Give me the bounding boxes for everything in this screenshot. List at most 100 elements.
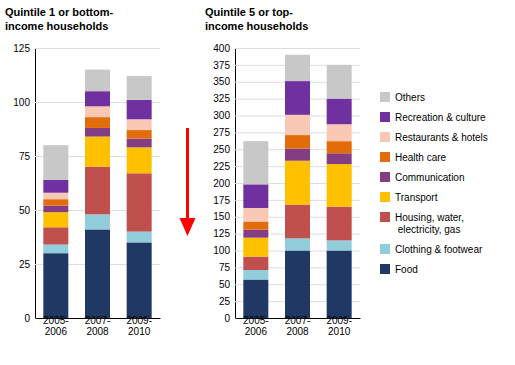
bar xyxy=(127,100,152,119)
y-axis-line xyxy=(35,49,36,319)
y-tick-label: 225 xyxy=(213,161,230,172)
text-line: 2005- xyxy=(243,315,269,326)
text-line: 2010 xyxy=(328,326,351,337)
text-line: 2006 xyxy=(245,326,268,337)
y-tick-label: 150 xyxy=(213,211,230,222)
y-tick-label: 200 xyxy=(213,178,230,189)
legend-entry: Transport xyxy=(380,192,438,203)
bar xyxy=(285,55,310,81)
grid-line xyxy=(235,48,360,49)
x-tick: 2007-2008 xyxy=(85,315,111,337)
y-tick-label: 25 xyxy=(219,296,231,307)
y-tick-label: 275 xyxy=(213,127,230,138)
y-tick-label: 0 xyxy=(24,313,30,324)
text-line: 2010 xyxy=(128,326,151,337)
legend-label: Recreation & culture xyxy=(395,112,486,123)
bar xyxy=(285,149,310,161)
bar xyxy=(85,117,110,128)
y-tick-label: 75 xyxy=(219,262,231,273)
bar xyxy=(127,139,152,148)
text-line: 2008 xyxy=(286,326,309,337)
bar xyxy=(285,135,310,149)
legend-label: Transport xyxy=(395,192,438,203)
legend-label: Communication xyxy=(395,172,464,183)
legend-label: Housing, water, electricity, gas xyxy=(395,212,464,235)
bar xyxy=(127,119,152,130)
legend-label: Health care xyxy=(395,152,447,163)
x-tick-label: 2009-2010 xyxy=(326,315,352,337)
x-tick-label: 2007-2008 xyxy=(85,315,111,337)
bar xyxy=(243,270,268,279)
legend-swatch xyxy=(380,132,390,142)
bar xyxy=(327,240,352,250)
bar xyxy=(85,91,110,106)
text-line: income households xyxy=(205,20,308,32)
y-axis: 0255075100125 xyxy=(13,43,160,324)
y-tick-label: 25 xyxy=(19,259,31,270)
text-line: 2006 xyxy=(45,326,68,337)
series xyxy=(243,135,351,230)
text-line: Recreation & culture xyxy=(395,112,486,123)
bars xyxy=(43,70,151,318)
series xyxy=(243,238,351,279)
bar xyxy=(43,212,68,227)
y-axis: 0255075100125150175200225250275300325350… xyxy=(213,43,360,324)
legend-swatch xyxy=(380,112,390,122)
text-line: Quintile 5 or top- xyxy=(205,6,293,18)
legend-entry: Restaurants & hotels xyxy=(380,132,488,143)
bar xyxy=(243,280,268,318)
series xyxy=(43,70,151,180)
bar xyxy=(327,164,352,207)
bar xyxy=(127,130,152,139)
legend-entry: Health care xyxy=(380,152,447,163)
bar xyxy=(85,167,110,215)
bar xyxy=(85,70,110,92)
x-tick-label: 2007-2008 xyxy=(285,315,311,337)
title: Quintile 5 or top-income households xyxy=(205,6,308,32)
y-tick-label: 100 xyxy=(13,97,30,108)
bar xyxy=(327,153,352,164)
bar xyxy=(127,147,152,173)
grid-line xyxy=(35,48,160,49)
legend-swatch xyxy=(380,244,390,254)
x-tick: 2005-2006 xyxy=(43,315,69,337)
text-line: income households xyxy=(5,20,108,32)
legend-swatch xyxy=(380,264,390,274)
bar xyxy=(85,106,110,117)
bar xyxy=(43,245,68,254)
legend-entry: Housing, water, electricity, gas xyxy=(380,212,464,235)
bar xyxy=(85,128,110,137)
legend-swatch xyxy=(380,212,390,222)
x-tick-label: 2005-2006 xyxy=(243,315,269,337)
series xyxy=(243,251,351,319)
y-tick-label: 350 xyxy=(213,76,230,87)
legend-label: Clothing & footwear xyxy=(395,244,483,255)
series xyxy=(243,115,351,222)
x-tick: 2009-2010 xyxy=(126,315,152,337)
bar xyxy=(43,145,68,180)
text-line: electricity, gas xyxy=(395,224,460,235)
text-line: 2007- xyxy=(85,315,111,326)
y-tick-label: 400 xyxy=(213,43,230,54)
x-tick: 2007-2008 xyxy=(285,315,311,337)
bar xyxy=(285,81,310,115)
bar xyxy=(243,141,268,184)
bar xyxy=(327,251,352,319)
series xyxy=(243,81,351,208)
chart: 02550751001252005-20062007-20082009-2010… xyxy=(0,0,515,365)
y-tick-label: 0 xyxy=(224,313,230,324)
legend-swatch xyxy=(380,172,390,182)
series xyxy=(43,91,151,193)
bar xyxy=(85,137,110,167)
bar xyxy=(43,227,68,244)
text-line: Others xyxy=(395,92,425,103)
y-tick-label: 125 xyxy=(13,43,30,54)
bar xyxy=(43,206,68,212)
text-line: Transport xyxy=(395,192,438,203)
bar xyxy=(327,99,352,125)
y-tick: 125 xyxy=(13,43,160,54)
text-line: 2005- xyxy=(43,315,69,326)
bar xyxy=(85,229,110,318)
bar xyxy=(285,115,310,135)
legend-label: Food xyxy=(395,264,418,275)
